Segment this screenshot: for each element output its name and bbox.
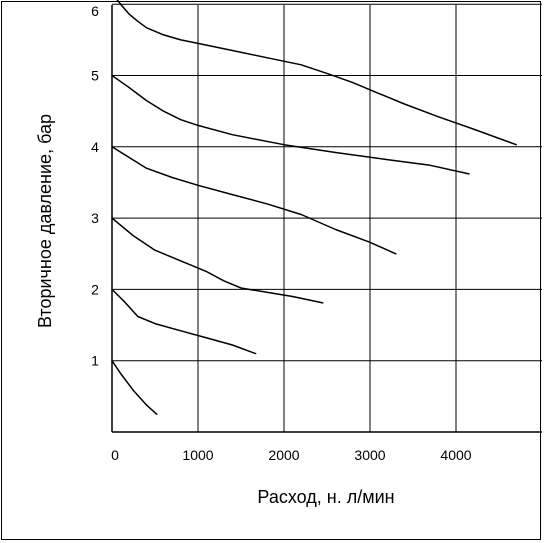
series-line-4 bbox=[111, 146, 397, 255]
y-axis-title: Вторичное давление, бар bbox=[35, 114, 55, 328]
y-tick-label: 3 bbox=[91, 210, 99, 226]
x-tick-label: 1000 bbox=[182, 447, 213, 463]
series-line-1 bbox=[111, 359, 158, 415]
x-axis-title: Расход, н. л/мин bbox=[257, 487, 394, 507]
x-tick-label: 2000 bbox=[268, 447, 299, 463]
y-tick-label: 2 bbox=[91, 281, 99, 297]
series-line-6 bbox=[116, 0, 517, 146]
x-tick-label: 0 bbox=[111, 447, 119, 463]
y-tick-label: 5 bbox=[91, 68, 99, 84]
y-tick-label: 4 bbox=[91, 139, 99, 155]
x-tick-label: 4000 bbox=[440, 447, 471, 463]
y-tick-label: 6 bbox=[91, 3, 99, 19]
series-line-5 bbox=[111, 74, 470, 175]
grid bbox=[111, 3, 542, 433]
tick-labels: 0 1000 2000 3000 4000 1 2 3 4 5 6 bbox=[91, 3, 472, 463]
series-line-2 bbox=[111, 288, 257, 355]
series-line-3 bbox=[111, 217, 324, 304]
series-group bbox=[111, 0, 517, 415]
y-tick-label: 1 bbox=[91, 353, 99, 369]
x-tick-label: 3000 bbox=[354, 447, 385, 463]
